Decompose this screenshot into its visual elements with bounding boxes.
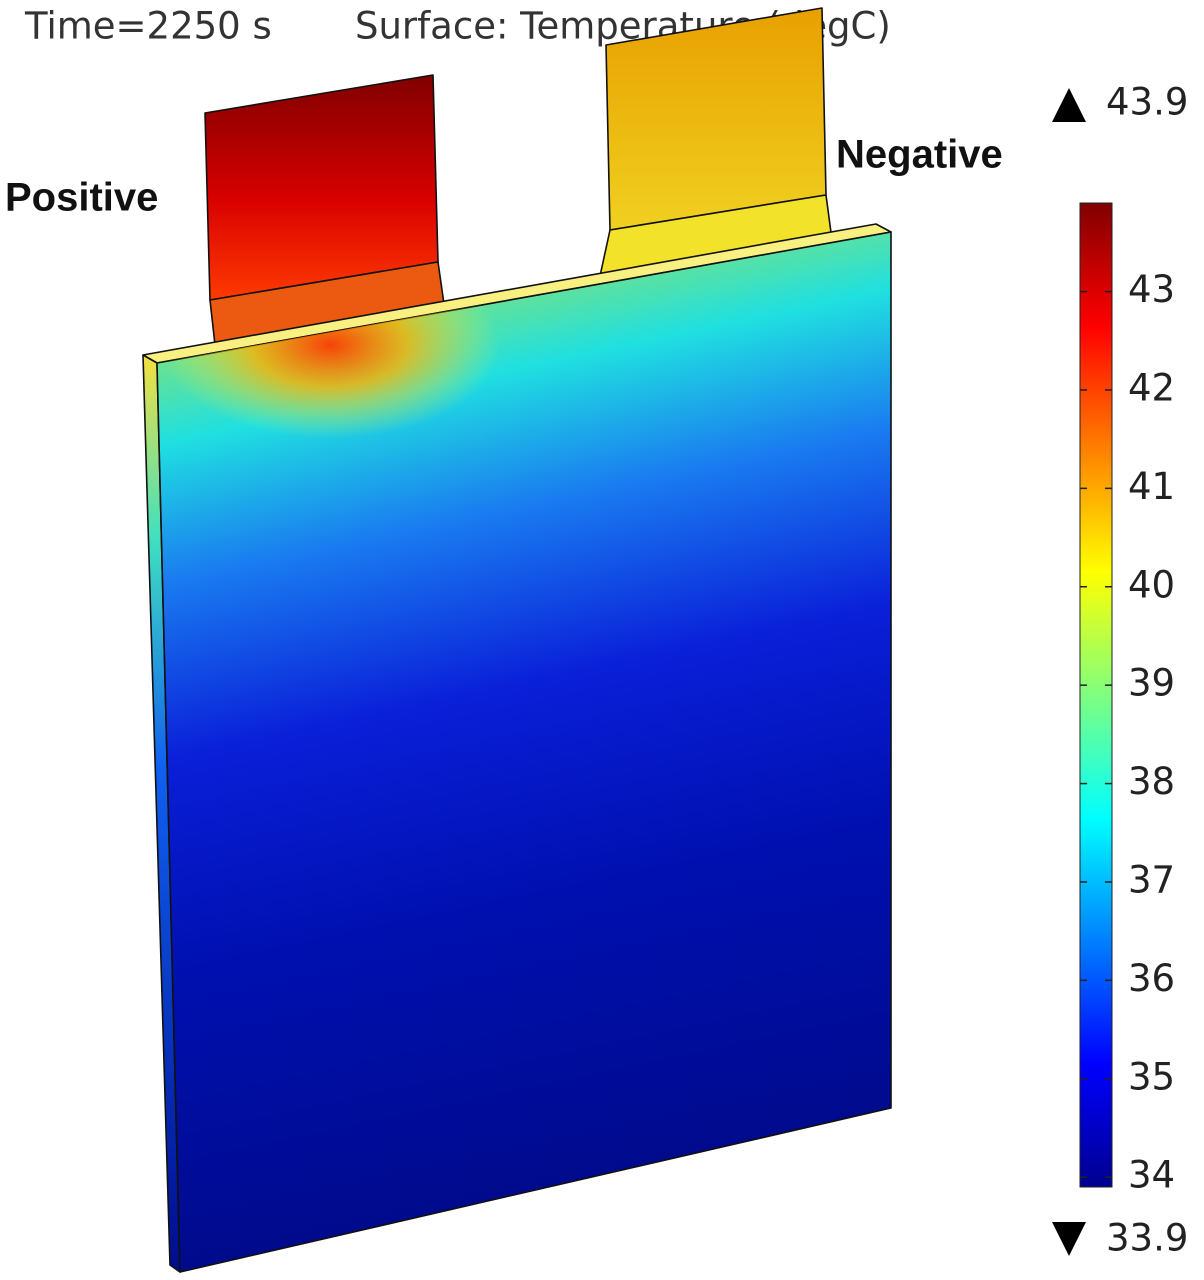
time-label: Time=2250 s xyxy=(24,5,272,48)
tick-label: 36 xyxy=(1128,957,1175,1000)
tick-label: 34 xyxy=(1128,1154,1175,1197)
tick-label: 38 xyxy=(1128,760,1175,803)
tick-label: 41 xyxy=(1128,465,1175,508)
tick-label: 42 xyxy=(1128,366,1175,409)
tick-label: 35 xyxy=(1128,1055,1175,1098)
positive-label: Positive xyxy=(5,176,158,220)
negative-tab xyxy=(605,7,827,231)
colorbar xyxy=(1079,202,1113,1188)
tick-label: 43 xyxy=(1128,268,1175,311)
tick-label: 37 xyxy=(1128,858,1175,901)
min-arrow xyxy=(1052,1222,1086,1256)
max-label: 43.9 xyxy=(1106,81,1188,124)
max-arrow xyxy=(1052,88,1086,122)
tick-label: 40 xyxy=(1128,563,1175,606)
min-label: 33.9 xyxy=(1106,1217,1188,1260)
hot-spot xyxy=(157,232,891,1272)
positive-tab xyxy=(204,74,439,301)
negative-label: Negative xyxy=(836,133,1003,177)
tick-label: 39 xyxy=(1128,662,1175,705)
